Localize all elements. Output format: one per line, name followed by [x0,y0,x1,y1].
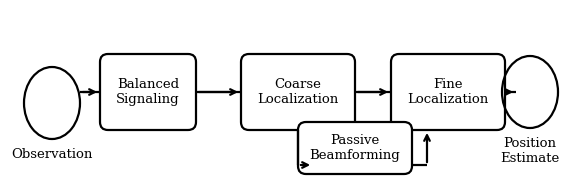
Text: Observation: Observation [11,148,93,161]
FancyBboxPatch shape [298,122,412,174]
Text: Balanced
Signaling: Balanced Signaling [116,78,180,106]
Text: Coarse
Localization: Coarse Localization [257,78,339,106]
Text: Fine
Localization: Fine Localization [407,78,488,106]
FancyBboxPatch shape [241,54,355,130]
FancyBboxPatch shape [391,54,505,130]
Text: Position
Estimate: Position Estimate [500,137,559,165]
FancyBboxPatch shape [100,54,196,130]
Text: Passive
Beamforming: Passive Beamforming [309,134,400,162]
